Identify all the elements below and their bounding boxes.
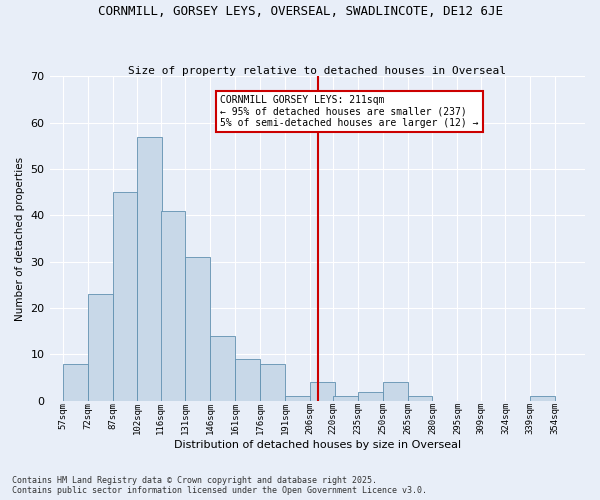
Bar: [285, 396, 310, 401]
Bar: [63, 364, 88, 401]
Bar: [407, 396, 433, 401]
Bar: [358, 392, 383, 401]
Bar: [211, 336, 235, 401]
Bar: [235, 359, 260, 401]
Bar: [137, 136, 162, 401]
X-axis label: Distribution of detached houses by size in Overseal: Distribution of detached houses by size …: [174, 440, 461, 450]
Bar: [310, 382, 335, 401]
Title: Size of property relative to detached houses in Overseal: Size of property relative to detached ho…: [128, 66, 506, 76]
Bar: [113, 192, 137, 401]
Text: Contains HM Land Registry data © Crown copyright and database right 2025.
Contai: Contains HM Land Registry data © Crown c…: [12, 476, 427, 495]
Bar: [530, 396, 555, 401]
Y-axis label: Number of detached properties: Number of detached properties: [15, 156, 25, 320]
Bar: [333, 396, 358, 401]
Bar: [260, 364, 285, 401]
Bar: [383, 382, 407, 401]
Bar: [88, 294, 113, 401]
Bar: [161, 210, 185, 401]
Text: CORNMILL GORSEY LEYS: 211sqm
← 95% of detached houses are smaller (237)
5% of se: CORNMILL GORSEY LEYS: 211sqm ← 95% of de…: [220, 95, 479, 128]
Bar: [185, 257, 211, 401]
Text: CORNMILL, GORSEY LEYS, OVERSEAL, SWADLINCOTE, DE12 6JE: CORNMILL, GORSEY LEYS, OVERSEAL, SWADLIN…: [97, 5, 503, 18]
